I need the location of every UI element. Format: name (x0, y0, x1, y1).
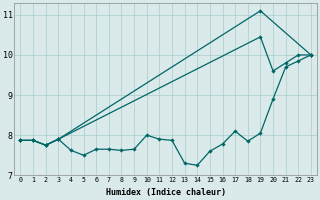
X-axis label: Humidex (Indice chaleur): Humidex (Indice chaleur) (106, 188, 226, 197)
